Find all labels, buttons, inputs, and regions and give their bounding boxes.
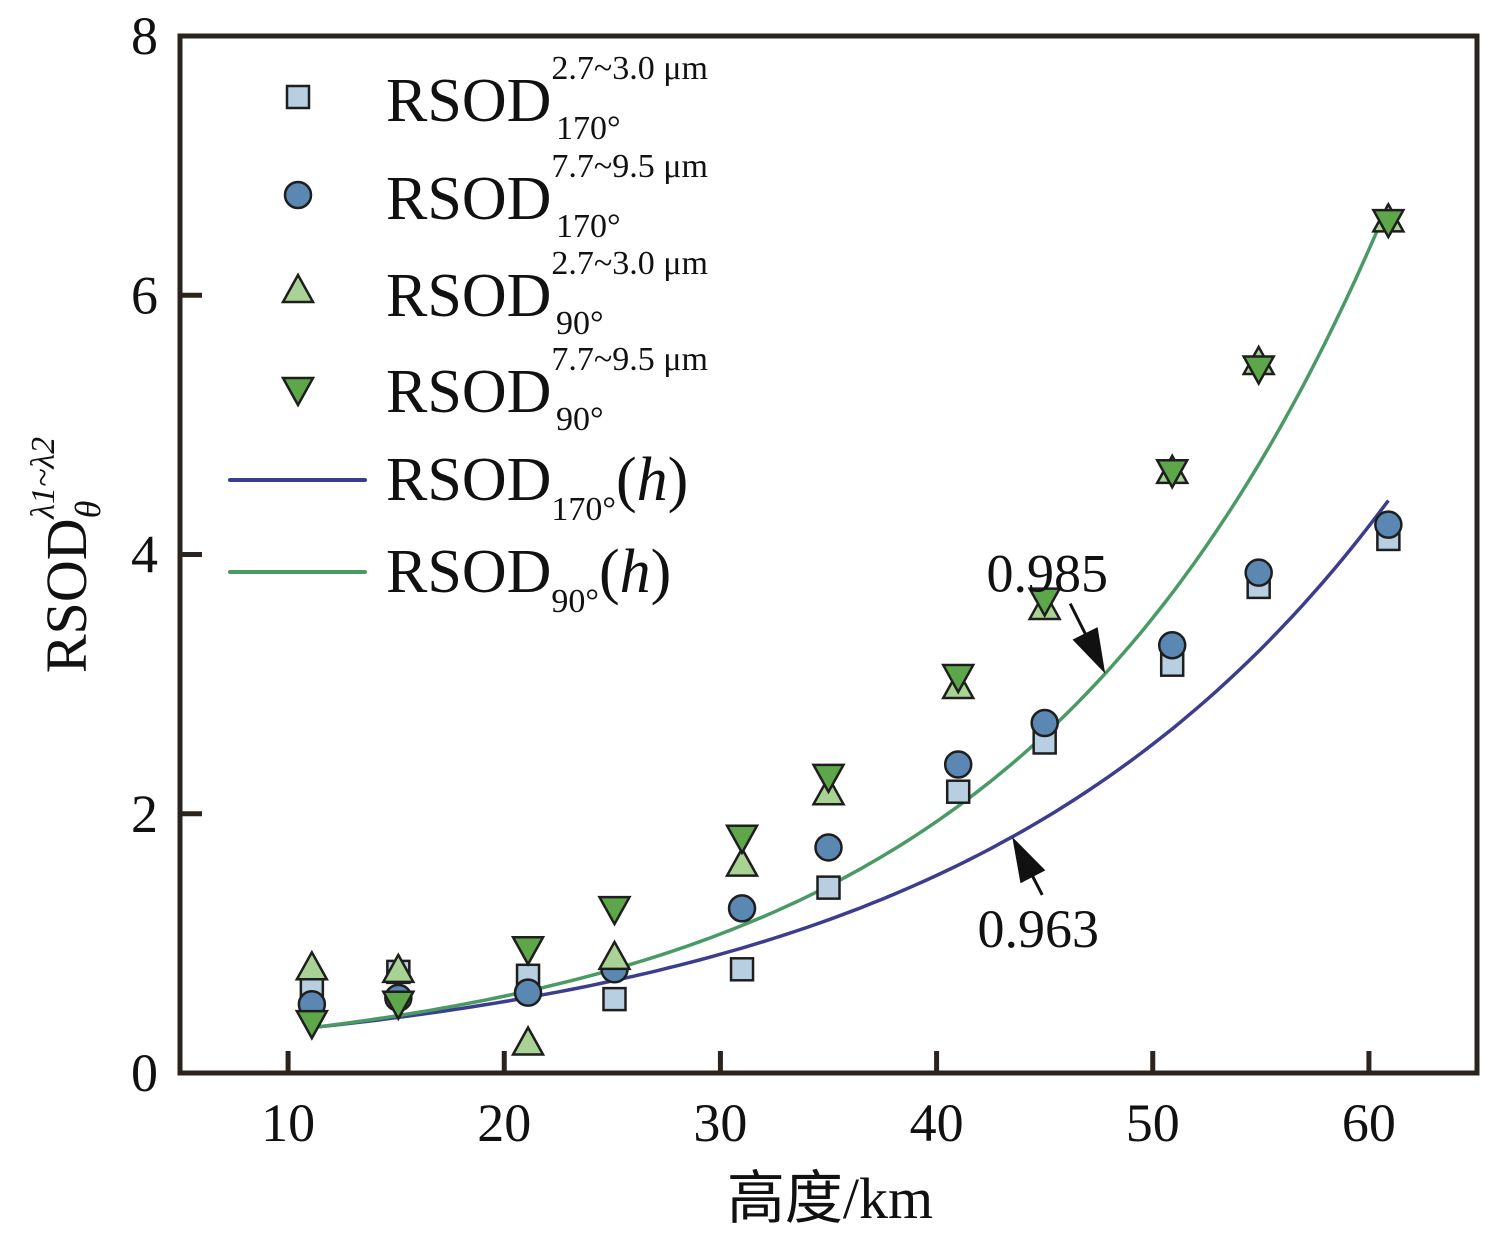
y-tick-label: 0 — [131, 1043, 158, 1103]
legend-marker-circle — [283, 180, 313, 210]
legend-marker-triangle-down — [280, 376, 316, 408]
point-triangle-down — [294, 1009, 329, 1041]
point-triangle-down — [510, 936, 546, 967]
legend-fit-label: RSOD90°(h) — [386, 538, 671, 620]
point-triangle-up — [294, 949, 329, 981]
legend-label: RSOD7.7~9.5 μm — [386, 341, 708, 426]
y-tick-label: 6 — [131, 265, 158, 325]
y-axis-label-main: RSOD — [34, 518, 99, 673]
point-triangle-up — [597, 939, 632, 971]
plot-frame — [177, 33, 1480, 1076]
point-triangle-down — [941, 663, 976, 695]
annotation-label: 0.985 — [986, 544, 1108, 604]
x-tick-label: 30 — [693, 1093, 747, 1153]
svg-text:RSODθλ1~λ2: RSODθ λ1~λ2 — [25, 437, 108, 673]
fit-line-0 — [311, 499, 1390, 1030]
legend-marker-square — [285, 84, 311, 110]
y-tick-label: 4 — [131, 525, 158, 585]
point-circle — [727, 894, 757, 923]
point-triangle-down — [597, 895, 632, 927]
point-circle — [1030, 708, 1059, 738]
point-triangle-down — [724, 824, 760, 856]
y-axis: 0 2 4 6 8 — [131, 6, 202, 1103]
data-points — [294, 201, 1406, 1056]
fit-curves — [311, 203, 1391, 1030]
annotation-arrow-head — [1072, 627, 1106, 674]
point-square — [729, 957, 755, 982]
point-circle — [814, 833, 843, 862]
x-tick-label: 50 — [1126, 1093, 1180, 1153]
legend-label-sub: 90° — [556, 305, 604, 342]
point-triangle-down — [1371, 208, 1406, 240]
point-triangle-down — [1155, 458, 1190, 490]
legend-label-sub: 170° — [556, 208, 621, 245]
x-tick-label: 40 — [910, 1093, 964, 1153]
legend-label: RSOD7.7~9.5 μm — [386, 148, 708, 233]
fit-line-1 — [311, 203, 1391, 1030]
legend-label-sub: 90° — [556, 401, 604, 438]
y-axis-label-sup: λ1~λ2 — [25, 437, 62, 520]
point-triangle-up — [724, 846, 760, 877]
legend-marker-triangle-up — [280, 272, 316, 304]
x-tick-label: 20 — [477, 1093, 531, 1153]
legend-fit-label: RSOD170°(h) — [386, 446, 688, 528]
point-square — [602, 986, 627, 1012]
y-axis-label: RSODθ λ1~λ2 — [25, 437, 108, 673]
point-circle — [1374, 510, 1403, 539]
point-circle — [1157, 630, 1187, 660]
point-triangle-down — [381, 990, 416, 1022]
x-axis-label: 高度/km — [727, 1166, 933, 1231]
point-triangle-up — [381, 952, 416, 984]
point-circle — [943, 750, 973, 779]
point-triangle-down — [1241, 355, 1276, 387]
legend-label-sub: 170° — [556, 110, 621, 147]
annotations: 0.985 0.963 — [977, 544, 1107, 959]
x-tick-label: 10 — [261, 1093, 315, 1153]
point-square — [945, 779, 971, 804]
point-triangle-down — [811, 763, 846, 795]
point-circle — [513, 978, 543, 1007]
point-circle — [1244, 558, 1273, 587]
legend-label: RSOD2.7~3.0 μm — [386, 50, 708, 135]
annotation-arrow-head — [1012, 836, 1046, 884]
x-axis: 10 20 30 40 50 60 — [261, 1051, 1396, 1153]
legend-label: RSOD2.7~3.0 μm — [386, 245, 708, 330]
annotation-label: 0.963 — [977, 899, 1099, 959]
point-triangle-up — [510, 1024, 546, 1056]
point-triangle-down — [1027, 587, 1062, 619]
point-square — [816, 875, 841, 900]
y-axis-label-sub: θ — [68, 501, 108, 519]
y-tick-label: 8 — [131, 6, 158, 66]
y-tick-label: 2 — [131, 784, 158, 844]
x-tick-label: 60 — [1342, 1093, 1396, 1153]
